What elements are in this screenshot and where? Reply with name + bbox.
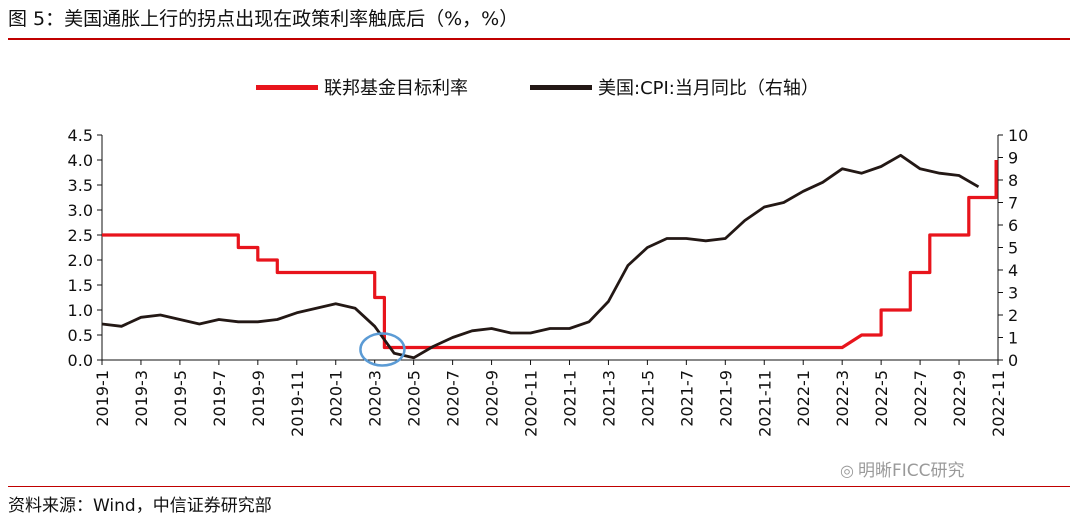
series bbox=[101, 153, 998, 360]
source-rule bbox=[8, 486, 1070, 487]
y-right-tick-label: 10 bbox=[1008, 126, 1028, 145]
x-tick-label: 2022-5 bbox=[872, 370, 891, 427]
legend-label-cpi: 美国:CPI:当月同比（右轴） bbox=[598, 78, 819, 99]
source-note: 资料来源：Wind，中信证券研究部 bbox=[8, 496, 272, 516]
annotations bbox=[359, 332, 406, 367]
y-left-tick-label: 4.5 bbox=[68, 126, 93, 145]
y-left-tick-label: 3.5 bbox=[68, 176, 93, 195]
y-left-tick-label: 4.0 bbox=[68, 151, 93, 170]
x-tick-label: 2020-7 bbox=[444, 370, 463, 427]
y-left-tick-label: 1.0 bbox=[68, 301, 93, 320]
series-line-fed-rate bbox=[102, 160, 998, 350]
legend-item-fed-rate: 联邦基金目标利率 bbox=[256, 72, 468, 102]
wechat-icon: ◎ bbox=[840, 461, 854, 480]
x-tick-label: 2019-3 bbox=[132, 370, 151, 427]
legend-item-cpi: 美国:CPI:当月同比（右轴） bbox=[530, 72, 819, 102]
y-right-tick-label: 5 bbox=[1008, 239, 1018, 258]
y-right-tick-label: 2 bbox=[1008, 306, 1018, 325]
watermark: ◎ 明晰FICC研究 bbox=[840, 456, 965, 481]
y-left-tick-label: 0.0 bbox=[68, 351, 93, 370]
x-tick-label: 2021-9 bbox=[716, 370, 735, 427]
series-line-cpi bbox=[101, 153, 980, 360]
x-tick-label: 2019-11 bbox=[288, 370, 307, 437]
x-tick-label: 2021-11 bbox=[755, 370, 774, 437]
x-tick-label: 2021-1 bbox=[560, 370, 579, 427]
x-tick-label: 2019-9 bbox=[249, 370, 268, 427]
y-right-tick-label: 0 bbox=[1008, 351, 1018, 370]
annotation-circle bbox=[359, 332, 406, 367]
x-tick-label: 2020-9 bbox=[483, 370, 502, 427]
x-tick-label: 2022-7 bbox=[911, 370, 930, 427]
y-right-tick-label: 3 bbox=[1008, 284, 1018, 303]
y-right-tick-label: 9 bbox=[1008, 149, 1018, 168]
y-right-tick-label: 4 bbox=[1008, 261, 1018, 280]
chart-legend: 联邦基金目标利率 美国:CPI:当月同比（右轴） bbox=[0, 72, 1080, 102]
legend-swatch-cpi bbox=[530, 84, 592, 90]
x-tick-label: 2022-11 bbox=[989, 370, 1008, 437]
title-rule bbox=[8, 38, 1070, 40]
y-left-tick-label: 0.5 bbox=[68, 326, 93, 345]
x-tick-label: 2019-5 bbox=[171, 370, 190, 427]
y-left-tick-label: 3.0 bbox=[68, 201, 93, 220]
x-tick-label: 2020-11 bbox=[522, 370, 541, 437]
x-tick-label: 2020-1 bbox=[327, 370, 346, 427]
y-left-tick-label: 2.0 bbox=[68, 251, 93, 270]
x-tick-label: 2022-9 bbox=[950, 370, 969, 427]
x-tick-label: 2019-1 bbox=[93, 370, 112, 427]
x-tick-label: 2021-7 bbox=[677, 370, 696, 427]
x-tick-label: 2020-3 bbox=[366, 370, 385, 427]
y-right-tick-label: 7 bbox=[1008, 194, 1018, 213]
watermark-text: 明晰FICC研究 bbox=[857, 461, 965, 481]
figure-title: 图 5：美国通胀上行的拐点出现在政策利率触底后（%，%） bbox=[8, 8, 519, 30]
y-left-tick-label: 1.5 bbox=[68, 276, 93, 295]
y-right-tick-label: 1 bbox=[1008, 329, 1018, 348]
x-tick-label: 2021-3 bbox=[599, 370, 618, 427]
x-tick-label: 2019-7 bbox=[210, 370, 229, 427]
x-tick-label: 2022-1 bbox=[794, 370, 813, 427]
x-tick-label: 2020-5 bbox=[405, 370, 424, 427]
x-tick-label: 2021-5 bbox=[638, 370, 657, 427]
x-tick-label: 2022-3 bbox=[833, 370, 852, 427]
legend-label-fed-rate: 联邦基金目标利率 bbox=[324, 78, 468, 99]
y-right-tick-label: 6 bbox=[1008, 216, 1018, 235]
y-left-tick-label: 2.5 bbox=[68, 226, 93, 245]
axes: 0.0 0.5 1.0 1.5 2.0 2.5 3.0 3.5 4.0 4.5 0 1 2 3 4 5 6 7 8 9… bbox=[68, 126, 1029, 437]
legend-swatch-fed-rate bbox=[256, 84, 318, 90]
y-right-tick-label: 8 bbox=[1008, 171, 1018, 190]
